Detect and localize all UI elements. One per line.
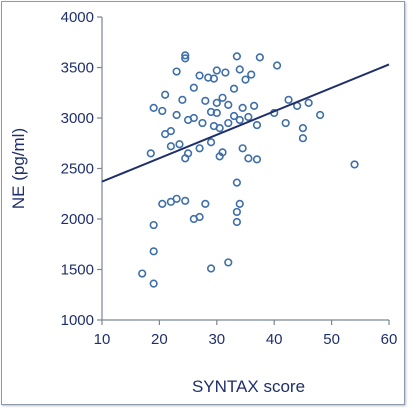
x-axis-label: SYNTAX score <box>192 377 305 396</box>
data-point <box>198 118 207 128</box>
data-point <box>149 279 158 288</box>
y-tick-label: 3000 <box>61 110 94 127</box>
data-point <box>284 95 293 104</box>
data-point <box>316 110 325 120</box>
data-point <box>181 154 190 163</box>
data-point <box>244 112 253 122</box>
data-point <box>350 160 359 169</box>
x-tick-label: 20 <box>151 331 168 348</box>
scatter-chart: 10 20 30 40 50 60 1000 1500 2000 2500 3000 3500 400… <box>9 9 398 396</box>
data-point <box>238 144 247 153</box>
y-axis-label: NE (pg/ml) <box>9 128 28 209</box>
data-point <box>247 70 256 79</box>
data-point <box>166 142 175 151</box>
x-tick-label: 30 <box>208 331 225 348</box>
trend-line <box>101 63 390 183</box>
data-point <box>189 83 198 92</box>
data-point <box>232 207 241 217</box>
data-point <box>212 98 221 107</box>
x-tick-label: 10 <box>94 331 111 348</box>
data-point <box>221 68 230 77</box>
chart-frame: 10 20 30 40 50 60 1000 1500 2000 2500 3000 3500 400… <box>1 1 405 405</box>
data-point <box>235 199 244 208</box>
y-tick-label: 4000 <box>61 9 94 26</box>
data-point <box>232 217 241 227</box>
data-point <box>232 52 241 61</box>
data-point <box>215 123 224 133</box>
y-tick-label: 1500 <box>61 262 94 279</box>
data-point <box>149 247 158 256</box>
data-point <box>172 67 181 76</box>
data-point <box>181 196 190 205</box>
data-point <box>195 212 204 222</box>
data-point <box>161 90 170 99</box>
x-tick-label: 40 <box>266 331 283 348</box>
y-tick-label: 1000 <box>61 312 94 329</box>
data-point <box>252 155 262 164</box>
data-point <box>195 144 204 153</box>
x-tick-label: 50 <box>323 331 340 348</box>
data-point <box>195 71 204 80</box>
data-point <box>218 93 227 102</box>
data-point <box>229 84 239 93</box>
data-point <box>229 111 239 121</box>
data-point <box>209 74 219 83</box>
data-point <box>149 220 158 230</box>
data-point <box>172 110 181 120</box>
data-point <box>201 199 210 208</box>
data-point <box>235 65 244 74</box>
data-point <box>175 140 184 149</box>
data-point <box>158 199 167 208</box>
data-point <box>281 118 290 128</box>
data-point <box>252 120 262 130</box>
data-point <box>272 61 282 70</box>
y-axis-ticks: 1000 1500 2000 2500 3000 3500 4000 <box>61 9 102 329</box>
data-point <box>250 101 259 110</box>
data-point <box>255 53 264 62</box>
data-point <box>244 154 253 163</box>
x-axis-ticks: 10 20 30 40 50 60 <box>94 320 398 348</box>
data-point <box>206 264 216 273</box>
data-point <box>184 115 193 125</box>
data-point <box>161 130 170 139</box>
data-point <box>212 108 221 118</box>
data-point <box>224 258 233 267</box>
data-point <box>181 51 190 60</box>
data-point <box>149 103 158 112</box>
data-point <box>232 178 241 187</box>
y-tick-label: 3500 <box>61 60 94 77</box>
trend-line-group <box>101 63 390 183</box>
data-point <box>298 134 308 143</box>
data-point <box>206 138 216 147</box>
data-point <box>201 96 210 105</box>
data-point <box>235 115 244 125</box>
data-point <box>178 95 187 104</box>
data-points <box>138 51 359 288</box>
data-point <box>304 98 313 107</box>
data-point <box>212 66 221 75</box>
y-tick-label: 2000 <box>61 211 94 228</box>
data-point <box>158 106 167 116</box>
data-point <box>181 54 190 63</box>
data-point <box>172 194 181 203</box>
data-point <box>215 152 224 161</box>
data-point <box>241 75 250 84</box>
data-point <box>224 100 233 109</box>
data-point <box>138 269 147 278</box>
data-point <box>224 118 233 128</box>
data-point <box>146 149 155 158</box>
data-point <box>238 103 247 112</box>
data-point <box>298 123 308 133</box>
x-tick-label: 60 <box>381 331 398 348</box>
y-tick-label: 2500 <box>61 161 94 178</box>
